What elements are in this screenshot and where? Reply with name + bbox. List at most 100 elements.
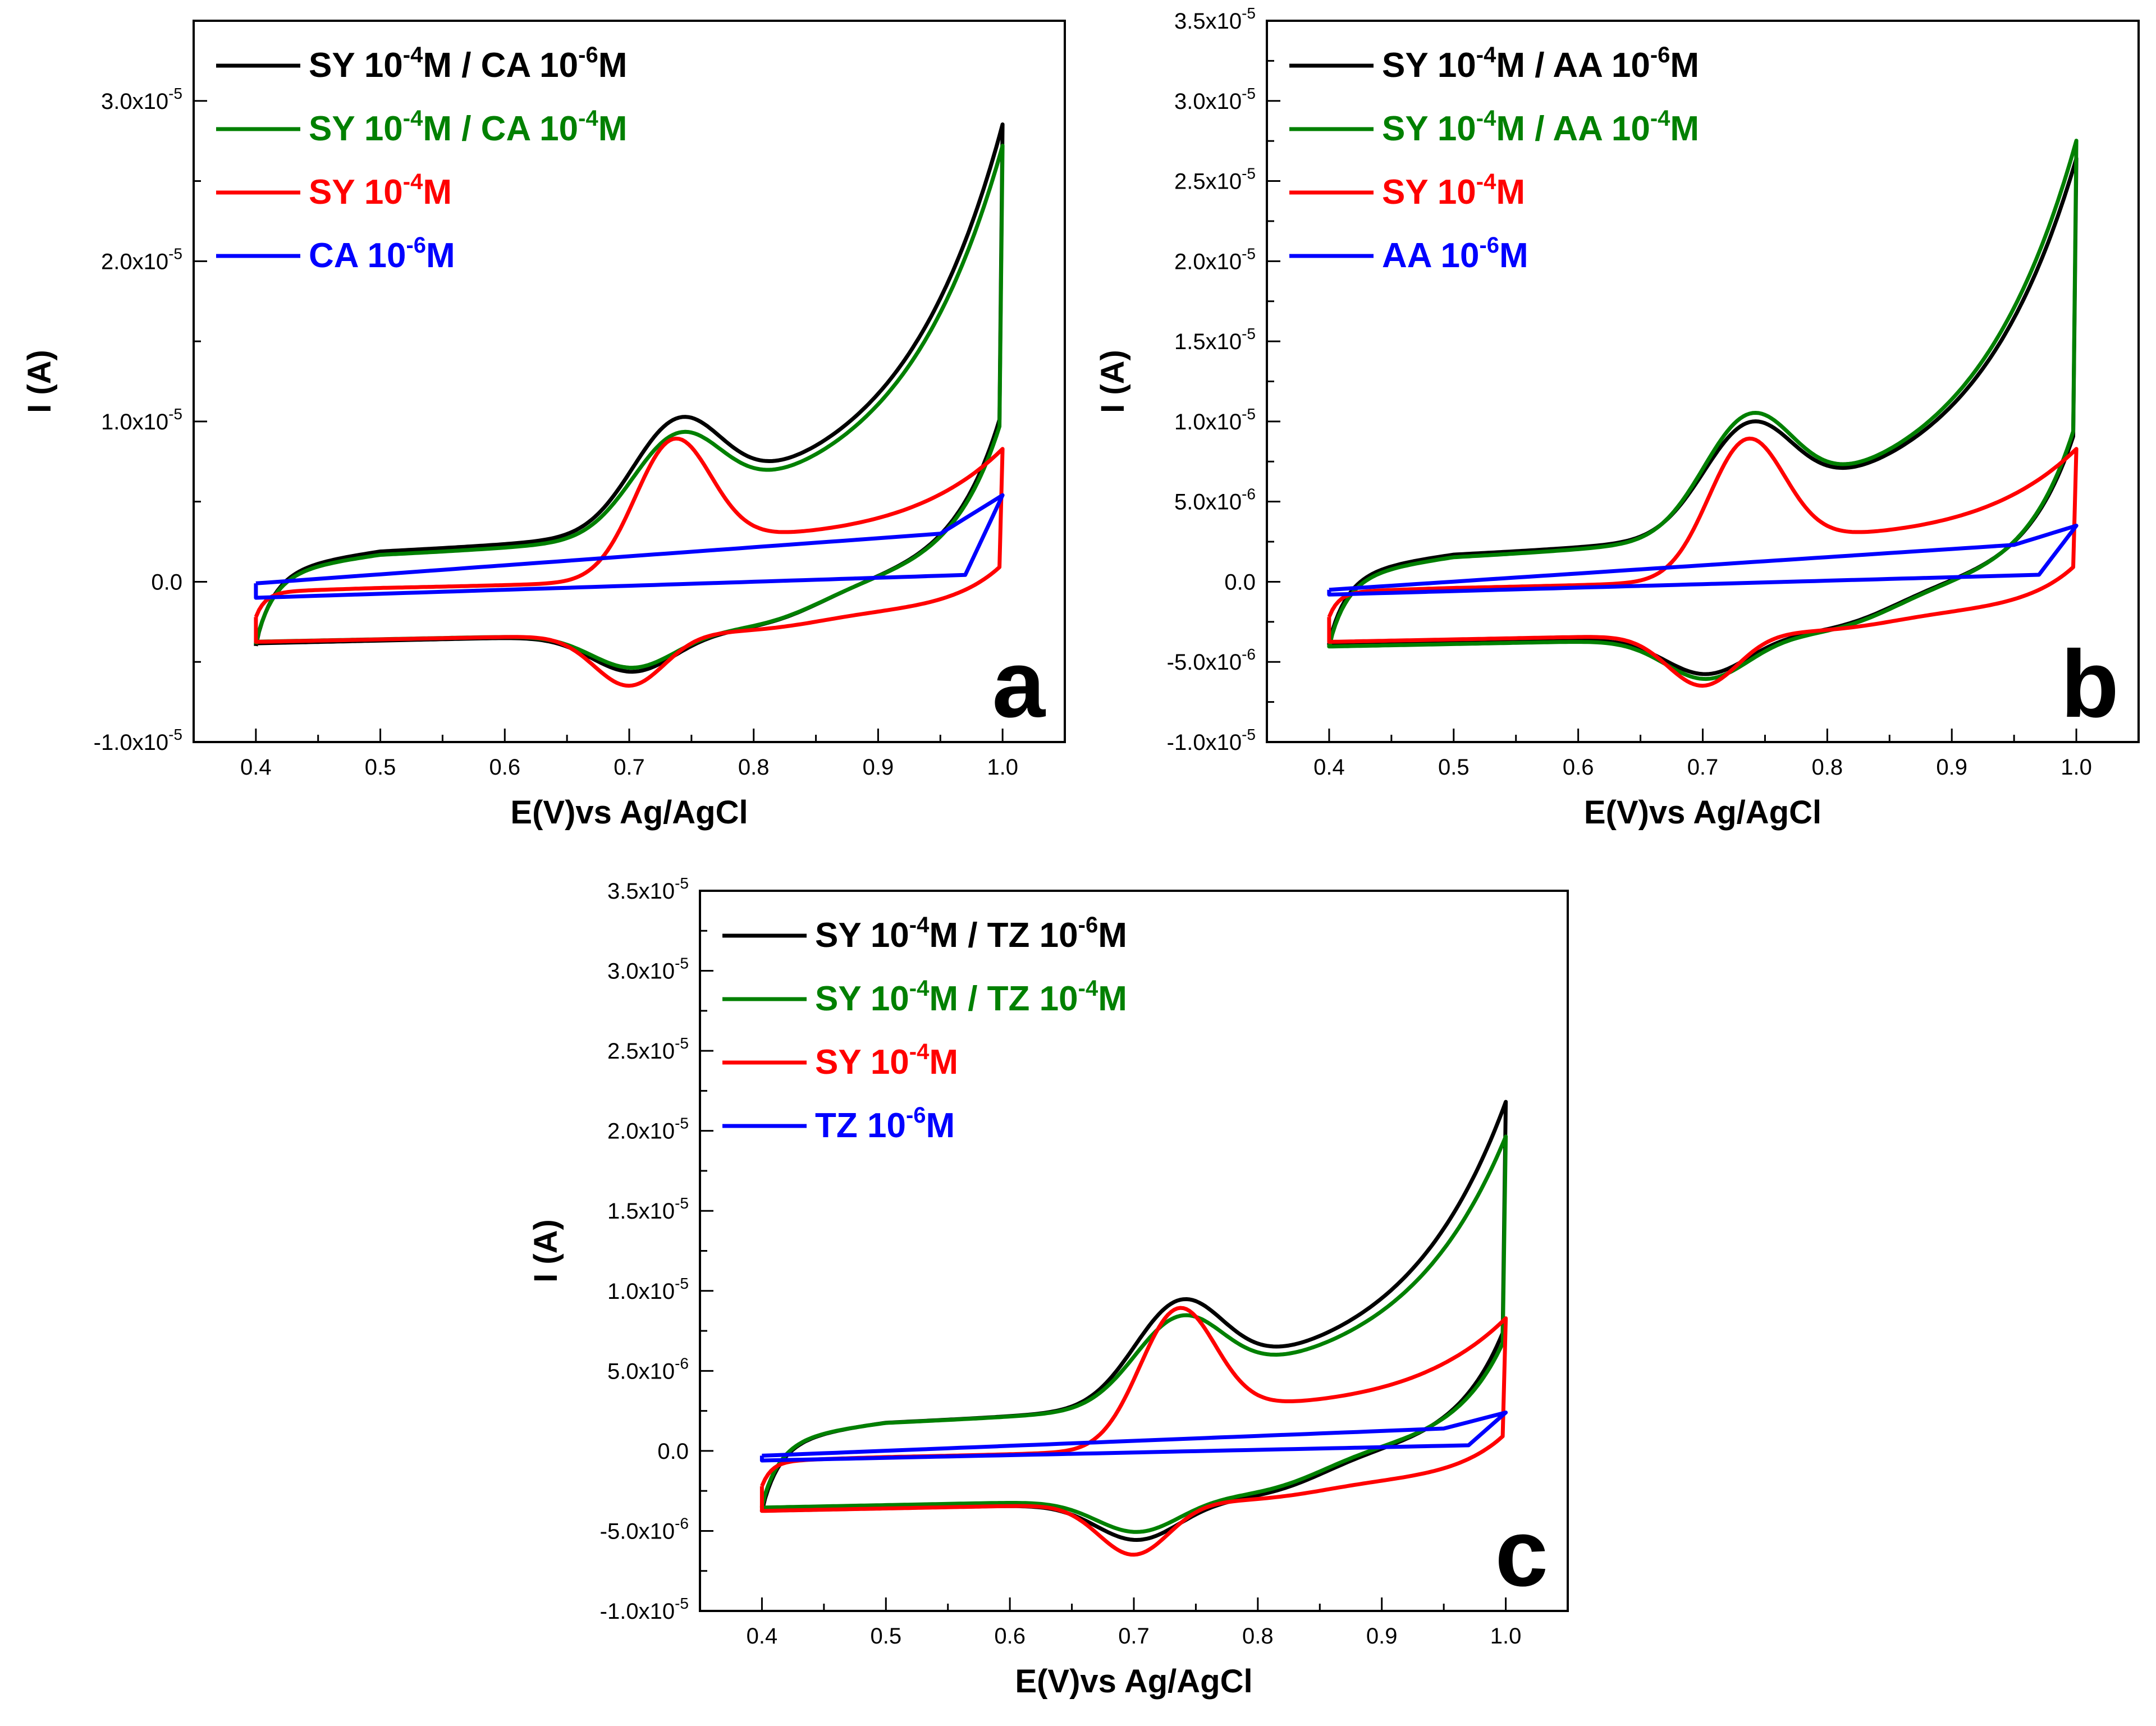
legend-text-part: M	[1670, 109, 1699, 148]
y-tick-exponent: -5	[675, 875, 689, 892]
legend-superscript: -4	[1650, 106, 1670, 131]
y-tick-label: -1.0x10-5	[1167, 726, 1256, 755]
x-tick-label: 1.0	[1490, 1624, 1522, 1649]
legend-superscript: -4	[403, 170, 423, 194]
x-tick-label: 0.9	[1936, 755, 1967, 780]
legend-text-part: M / TZ 10	[929, 979, 1078, 1018]
legend-text-part: M / CA 10	[423, 46, 578, 85]
y-axis-title: I (A)	[21, 350, 58, 413]
y-tick-exponent: -6	[1242, 645, 1256, 663]
legend-text-part: M / AA 10	[1496, 109, 1650, 148]
legend-text-part: SY 10	[815, 916, 909, 955]
panel-c: 0.4 0.5 0.6 0.7 0.8 0.9 1.0-1.0x10-5-5.0x10-60…	[528, 875, 1569, 1700]
y-tick-mantissa: 2.0x10	[101, 249, 168, 274]
legend-text-part: M	[1098, 916, 1127, 955]
y-tick-mantissa: 2.0x10	[607, 1119, 675, 1144]
legend-entry: SY 10-4M / TZ 10-4M	[815, 976, 1127, 1018]
legend-entry: SY 10-4M / TZ 10-6M	[815, 913, 1127, 955]
x-tick-label: 0.5	[1438, 755, 1470, 780]
series-line-4	[1327, 524, 2079, 597]
y-tick-mantissa: -5.0x10	[1167, 650, 1242, 675]
legend-superscript: -6	[1650, 43, 1670, 67]
x-tick-label: 0.7	[614, 755, 645, 780]
y-tick-label: 1.5x10-5	[607, 1194, 689, 1224]
y-tick-mantissa: 2.0x10	[1174, 249, 1242, 274]
x-tick-label: 0.4	[747, 1624, 778, 1649]
panel-b: 0.4 0.5 0.6 0.7 0.8 0.9 1.0-1.0x10-5-5.0x10-60…	[1095, 4, 2140, 831]
x-tick-label: 0.4	[240, 755, 272, 780]
y-tick-mantissa: 3.5x10	[1174, 9, 1242, 34]
legend-superscript: -4	[403, 106, 423, 131]
x-tick-label: 0.5	[870, 1624, 901, 1649]
x-tick-label: 0.9	[1366, 1624, 1398, 1649]
y-tick-mantissa: 3.0x10	[1174, 89, 1242, 114]
plot-area	[254, 122, 1005, 688]
y-tick-label: 1.0x10-5	[101, 405, 182, 434]
y-tick-exponent: -5	[675, 1595, 689, 1612]
legend-text-part: M	[929, 1043, 958, 1082]
y-tick-label: 1.5x10-5	[1174, 325, 1256, 354]
y-tick-label: 3.5x10-5	[1174, 4, 1256, 34]
y-tick-mantissa: 0.0	[657, 1439, 689, 1464]
y-tick-exponent: -5	[168, 726, 182, 743]
y-tick-label: 3.0x10-5	[101, 85, 182, 114]
y-tick-label: 0.0	[657, 1439, 689, 1464]
legend-text-part: SY 10	[1382, 173, 1476, 212]
x-tick-label: 0.7	[1118, 1624, 1150, 1649]
y-tick-mantissa: 1.5x10	[607, 1199, 675, 1224]
legend-text-part: M / CA 10	[423, 109, 578, 148]
x-axis-title: E(V)vs Ag/AgCl	[1584, 794, 1821, 831]
y-tick-mantissa: 3.0x10	[607, 959, 675, 984]
legend-text-part: AA 10	[1382, 236, 1479, 275]
legend-text-part: M	[926, 1106, 955, 1145]
y-tick-exponent: -6	[675, 1354, 689, 1372]
y-tick-label: 5.0x10-6	[607, 1354, 689, 1384]
legend-text-part: SY 10	[309, 46, 403, 85]
y-axis-title: I (A)	[1095, 350, 1131, 413]
y-tick-label: 0.0	[1224, 570, 1256, 594]
y-tick-exponent: -5	[1242, 85, 1256, 102]
panel-letter: c	[1495, 1500, 1548, 1606]
legend-text-part: M	[598, 109, 628, 148]
legend-superscript: -4	[403, 43, 423, 67]
legend-superscript: -6	[1479, 233, 1499, 258]
y-tick-mantissa: 1.0x10	[1174, 410, 1242, 434]
y-tick-exponent: -5	[1242, 4, 1256, 22]
y-tick-label: 2.0x10-5	[101, 245, 182, 274]
y-tick-label: 1.0x10-5	[1174, 405, 1256, 434]
series-line-4	[759, 1411, 1508, 1463]
y-tick-mantissa: 3.0x10	[101, 89, 168, 114]
y-tick-label: 2.5x10-5	[607, 1034, 689, 1064]
y-tick-exponent: -5	[675, 1034, 689, 1052]
panel-letter: a	[992, 631, 1046, 738]
legend-text-part: SY 10	[309, 109, 403, 148]
legend-text-part: SY 10	[1382, 109, 1476, 148]
legend-entry: SY 10-4M / CA 10-6M	[309, 43, 627, 85]
legend-entry: AA 10-6M	[1382, 233, 1528, 275]
legend-entry: SY 10-4M / AA 10-4M	[1382, 106, 1699, 148]
y-tick-label: 5.0x10-6	[1174, 486, 1256, 515]
legend-text-part: SY 10	[309, 173, 403, 212]
y-tick-mantissa: 5.0x10	[1174, 490, 1242, 515]
legend-text-part: CA 10	[309, 236, 406, 275]
x-tick-label: 1.0	[2061, 755, 2092, 780]
y-tick-mantissa: -1.0x10	[94, 730, 168, 755]
y-tick-exponent: -6	[1242, 486, 1256, 503]
x-tick-label: 0.8	[1812, 755, 1843, 780]
x-tick-label: 1.0	[987, 755, 1018, 780]
legend-text-part: M	[423, 173, 452, 212]
legend-text-part: M	[1496, 173, 1525, 212]
y-axis-title: I (A)	[528, 1219, 564, 1283]
y-tick-exponent: -5	[675, 955, 689, 972]
legend-superscript: -4	[1078, 976, 1098, 1001]
legend-superscript: -4	[1476, 43, 1496, 67]
x-tick-label: 0.6	[994, 1624, 1026, 1649]
y-tick-mantissa: 2.5x10	[607, 1039, 675, 1064]
y-tick-label: -5.0x10-6	[600, 1514, 689, 1544]
x-tick-label: 0.9	[863, 755, 894, 780]
x-tick-label: 0.6	[1563, 755, 1594, 780]
x-tick-label: 0.4	[1313, 755, 1345, 780]
